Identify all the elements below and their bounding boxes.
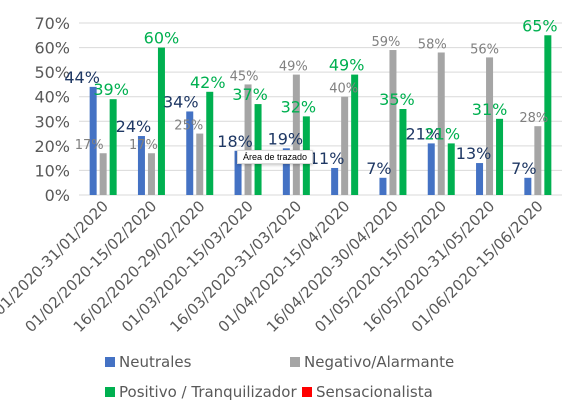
data-label: 13% [456,144,492,163]
data-label: 40% [329,82,358,97]
bar [254,104,262,195]
data-label: 58% [418,37,447,52]
data-label: 28% [519,111,548,126]
data-label: 39% [93,80,129,99]
y-tick-label: 10% [34,161,70,180]
y-tick-label: 70% [34,14,70,33]
bar [486,57,494,196]
bar [331,167,339,195]
bar [389,50,397,196]
bar [244,84,252,195]
bar [447,143,455,195]
bar [341,96,349,195]
y-tick-label: 20% [34,137,70,156]
bar [147,153,155,195]
data-label: 21% [424,124,460,143]
data-label: 17% [75,138,104,153]
bar [437,52,445,195]
y-tick-label: 60% [34,39,70,58]
data-label: 42% [190,73,226,92]
bar [292,74,300,195]
data-labels: 44% 17% 39% 24% 17% 60% 34% 25% 42% 18% 45%37% 19% 4… [64,16,557,178]
data-label: 7% [366,159,391,178]
y-tick-label: 0% [45,186,70,205]
data-label: 21% [405,124,441,143]
bar [351,74,359,195]
data-label: 24% [116,117,152,136]
data-label: 35% [379,90,415,109]
bar [157,47,165,196]
data-label: 11% [309,149,345,168]
data-label: 32% [281,97,317,116]
data-label: 44% [64,68,100,87]
data-label: 18% [217,132,253,151]
bar [89,86,97,195]
bar [427,143,435,195]
data-label: 49% [279,60,308,75]
y-tick-label: 30% [34,112,70,131]
plot-area-tooltip: Área de trazado [237,150,314,164]
data-label: 45% [230,69,259,84]
bar [109,99,117,195]
bar [399,109,407,195]
bar [186,111,194,195]
bars [89,35,552,196]
bar [137,136,145,195]
data-label: 60% [144,29,180,48]
bar [282,148,290,195]
bar [524,177,532,195]
bar [476,163,484,195]
bar [379,177,387,195]
bar [196,133,204,195]
data-label: 37% [232,85,268,104]
x-axis-ticks: 15/01/2020-31/01/202001/02/2020-15/02/20… [0,197,547,336]
bar [496,118,504,195]
bar [534,126,542,195]
y-axis-ticks: 0% 10% 20% 30% 40% 50% 60% 70% [34,14,70,205]
bar [99,153,107,195]
data-label: 31% [472,100,508,119]
data-label: 65% [522,16,558,35]
data-label: 19% [268,129,304,148]
data-label: 7% [511,159,536,178]
data-label: 17% [129,138,158,153]
data-label: 34% [163,92,199,111]
bar [544,35,552,196]
data-label: 59% [371,35,400,50]
y-tick-label: 40% [34,88,70,107]
bar [234,150,242,195]
data-label: 56% [470,42,499,57]
y-tick-label: 50% [34,63,70,82]
data-label: 49% [329,56,365,75]
bar [206,91,214,195]
data-label: 25% [174,119,203,134]
